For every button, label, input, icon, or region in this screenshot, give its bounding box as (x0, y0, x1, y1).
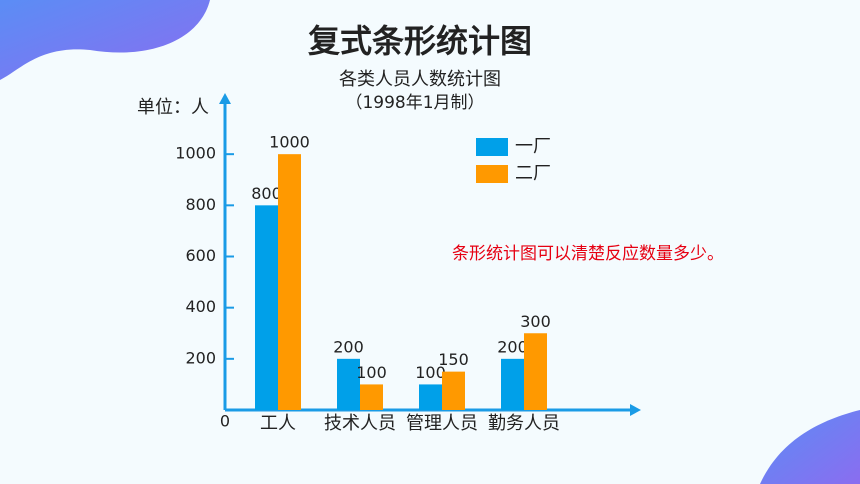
legend-swatch (476, 165, 508, 183)
chart-subtitle: （1998年1月制） (345, 93, 484, 113)
y-tick-label: 0 (220, 412, 230, 431)
y-axis-arrow (219, 93, 231, 104)
blob-bottom-right (760, 410, 860, 484)
value-label: 800 (251, 184, 282, 203)
y-tick-label: 200 (185, 348, 216, 367)
y-tick-label: 400 (185, 297, 216, 316)
value-label: 100 (356, 363, 387, 382)
x-tick-label: 管理人员 (406, 413, 478, 434)
bar (337, 358, 360, 410)
x-axis-arrow (630, 404, 641, 416)
y-axis-label: 单位：人 (137, 97, 209, 118)
y-tick-label: 600 (185, 246, 216, 265)
bar (360, 384, 383, 410)
legend-label: 一厂 (515, 136, 551, 157)
bar (278, 154, 301, 410)
value-label: 150 (438, 350, 469, 369)
bar (419, 384, 442, 410)
chart-title: 各类人员人数统计图 (339, 69, 501, 90)
y-tick-label: 800 (185, 195, 216, 214)
value-label: 1000 (269, 133, 310, 152)
value-label: 300 (520, 312, 551, 331)
y-tick-label: 1000 (175, 144, 216, 163)
value-label: 100 (415, 363, 446, 382)
x-tick-label: 工人 (260, 413, 296, 434)
bar (255, 205, 278, 410)
legend-swatch (476, 138, 508, 156)
legend-label: 二厂 (515, 163, 551, 184)
x-tick-label: 技术人员 (324, 413, 396, 434)
value-label: 200 (333, 337, 364, 356)
x-tick-label: 勤务人员 (488, 413, 560, 434)
bar (442, 371, 465, 410)
blob-top-left (0, 0, 210, 80)
bar (501, 358, 524, 410)
bar (524, 333, 547, 410)
annotation: 条形统计图可以清楚反应数量多少。 (452, 244, 724, 264)
value-label: 200 (497, 337, 528, 356)
slide-title: 复式条形统计图 (308, 22, 532, 60)
